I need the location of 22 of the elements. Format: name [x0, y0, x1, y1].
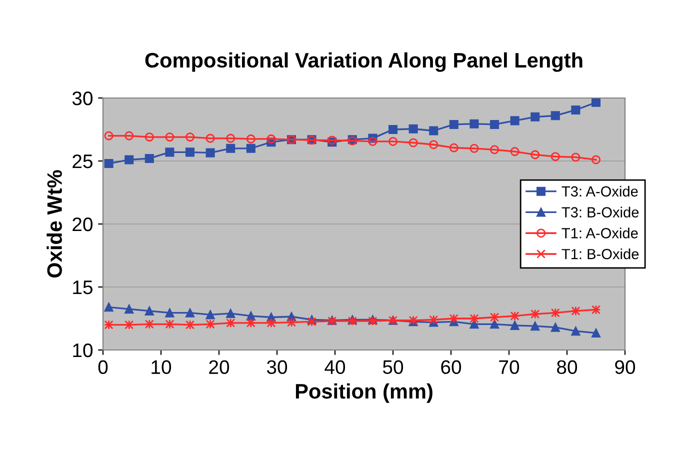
y-tick-label: 15	[73, 280, 92, 294]
legend-label: T3: A-Oxide	[562, 186, 638, 197]
x-tick-label: 10	[152, 360, 172, 374]
chart-title: Compositional Variation Along Panel Length	[145, 52, 582, 72]
x-tick-label: 70	[499, 360, 520, 374]
x-tick-label: 40	[324, 360, 346, 374]
legend-label: T1: A-Oxide	[562, 228, 638, 238]
y-tick-label: 10	[73, 343, 93, 358]
x-tick-label: 20	[209, 360, 230, 374]
x-tick-label: 80	[557, 360, 578, 374]
x-tick-label: 50	[382, 360, 404, 374]
x-tick-label: 0	[98, 360, 108, 374]
x-axis-title: Position (mm)	[296, 383, 432, 403]
y-tick-label: 30	[72, 91, 93, 106]
x-tick-label: 60	[441, 360, 462, 374]
legend-label: T1: B-Oxide	[562, 248, 639, 260]
y-axis-title: Oxide Wt%	[46, 170, 62, 278]
legend-label: T3: B-Oxide	[562, 206, 639, 218]
x-tick-label: 30	[266, 360, 288, 374]
y-tick-label: 25	[72, 154, 92, 168]
y-tick-label: 20	[72, 217, 93, 232]
x-tick-label: 90	[615, 360, 636, 374]
